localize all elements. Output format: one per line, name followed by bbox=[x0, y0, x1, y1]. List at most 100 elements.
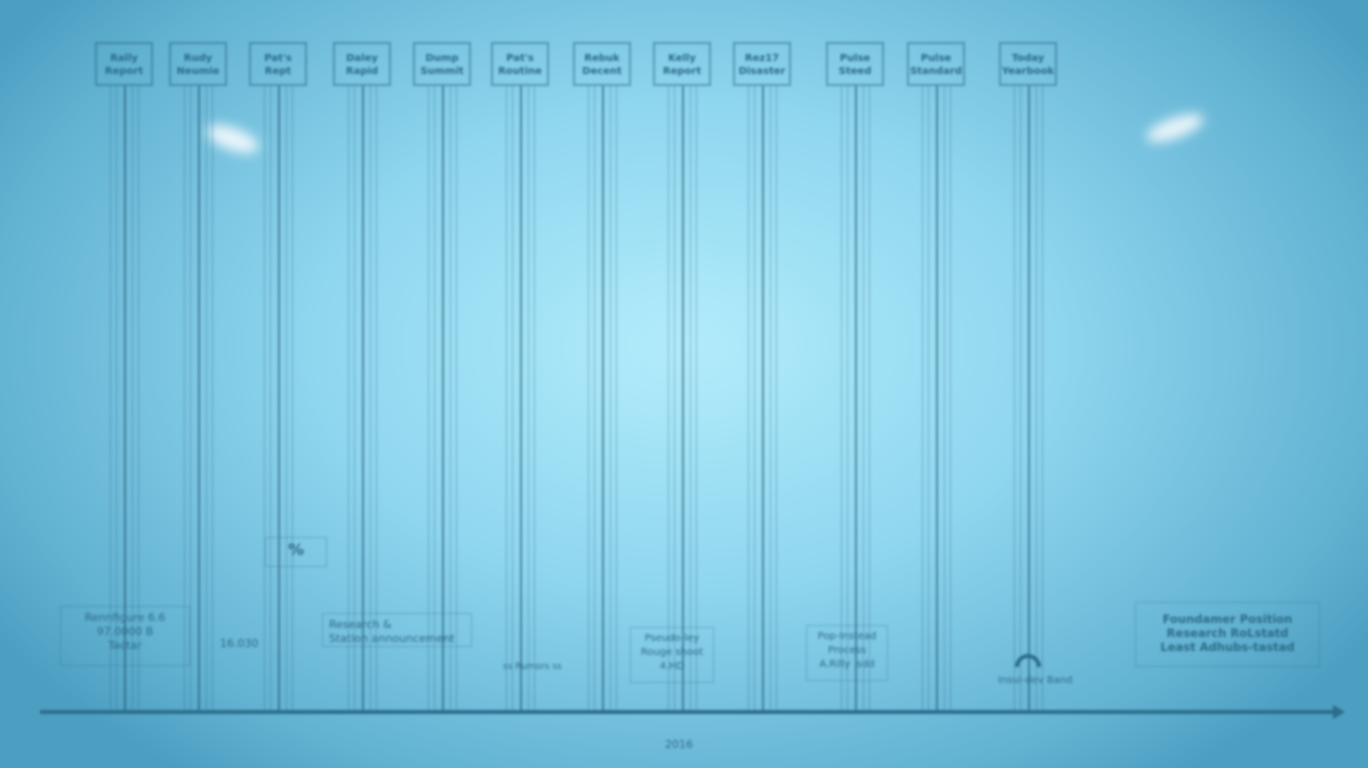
guide-line bbox=[184, 86, 185, 710]
guide-line bbox=[1014, 86, 1015, 710]
note-text: 97.0000 B bbox=[96, 625, 154, 638]
event-box: Rally Report bbox=[95, 42, 153, 86]
guide-line bbox=[376, 86, 377, 710]
guide-line bbox=[512, 86, 513, 710]
event-line bbox=[602, 86, 604, 710]
guide-line bbox=[841, 86, 842, 710]
guide-line bbox=[950, 86, 951, 710]
note-text: Least Adhubs-tastad bbox=[1160, 640, 1295, 654]
event-label: Yearbook bbox=[1001, 66, 1055, 77]
event-label: Rept bbox=[264, 66, 292, 77]
guide-line bbox=[428, 86, 429, 710]
event-label: Rez17 bbox=[744, 53, 780, 64]
guide-line bbox=[776, 86, 777, 710]
guide-line bbox=[754, 86, 755, 710]
guide-line bbox=[1042, 86, 1043, 710]
event-label: Kelly bbox=[668, 53, 696, 64]
event-label: Today bbox=[1011, 53, 1045, 64]
event-label: Rebuk bbox=[584, 53, 620, 64]
guide-line bbox=[212, 86, 213, 710]
note-box: Pop-Instead Process A.Rilly .sdd bbox=[806, 625, 888, 681]
guide-line bbox=[668, 86, 669, 710]
event-box: Pulse Standard bbox=[907, 42, 965, 86]
event-box: Rudy Neumie bbox=[169, 42, 227, 86]
guide-line bbox=[928, 86, 929, 710]
guide-line bbox=[286, 86, 287, 710]
guide-line bbox=[434, 86, 435, 710]
note-text: Research & bbox=[329, 618, 392, 631]
note-box: Pseudo-ley Rouge shoot 4.HD bbox=[630, 627, 714, 683]
guide-line bbox=[206, 86, 207, 710]
guide-line bbox=[696, 86, 697, 710]
event-box: Rez17 Disaster bbox=[733, 42, 791, 86]
guide-line bbox=[110, 86, 111, 710]
guide-line bbox=[292, 86, 293, 710]
event-box: Dump Summit bbox=[413, 42, 471, 86]
event-label: Pulse bbox=[920, 53, 952, 64]
note-box: % bbox=[265, 537, 327, 567]
note-text: Process bbox=[828, 645, 866, 656]
guide-line bbox=[690, 86, 691, 710]
event-line bbox=[442, 86, 444, 710]
event-box: Today Yearbook bbox=[999, 42, 1057, 86]
event-label: Neumie bbox=[176, 66, 220, 77]
note-box: Research & Station announcement bbox=[322, 613, 472, 647]
guide-line bbox=[534, 86, 535, 710]
event-label: Standard bbox=[910, 66, 962, 77]
guide-line bbox=[588, 86, 589, 710]
guide-line bbox=[869, 86, 870, 710]
arc-icon bbox=[1015, 654, 1041, 667]
guide-line bbox=[610, 86, 611, 710]
event-label: Disaster bbox=[738, 66, 786, 77]
event-label: Steed bbox=[838, 66, 872, 77]
event-line bbox=[1028, 86, 1030, 710]
guide-line bbox=[847, 86, 848, 710]
event-label: Rudy bbox=[183, 53, 213, 64]
event-box: Pulse Steed bbox=[826, 42, 884, 86]
event-line bbox=[198, 86, 200, 710]
event-label: Rapid bbox=[345, 66, 379, 77]
note-text: Tactar bbox=[108, 639, 142, 652]
guide-line bbox=[138, 86, 139, 710]
guide-line bbox=[944, 86, 945, 710]
note-box: Foundamer Position Research RoLstatd Lea… bbox=[1135, 602, 1320, 667]
event-box: Pat's Rept bbox=[249, 42, 307, 86]
event-label: Routine bbox=[498, 66, 542, 77]
event-box: Rebuk Decent bbox=[573, 42, 631, 86]
note-text: Insul-dev Band bbox=[998, 675, 1073, 686]
note-text: A.Rilly .sdd bbox=[819, 659, 875, 670]
note-text: ss Rumors ss bbox=[503, 662, 562, 672]
event-label: Decent bbox=[582, 66, 622, 77]
guide-line bbox=[594, 86, 595, 710]
guide-line bbox=[922, 86, 923, 710]
guide-line bbox=[132, 86, 133, 710]
event-label: Rally bbox=[110, 53, 138, 64]
note-text: 4.HD bbox=[659, 661, 685, 672]
note-text: Pseudo-ley bbox=[644, 633, 700, 644]
event-label: Daley bbox=[346, 53, 378, 64]
guide-line bbox=[1036, 86, 1037, 710]
guide-line bbox=[190, 86, 191, 710]
note-text: Foundamer Position bbox=[1162, 612, 1293, 626]
note-text: Research RoLstatd bbox=[1166, 626, 1289, 640]
event-label: Summit bbox=[420, 66, 464, 77]
event-line bbox=[855, 86, 857, 710]
guide-line bbox=[270, 86, 271, 710]
guide-line bbox=[748, 86, 749, 710]
guide-line bbox=[1020, 86, 1021, 710]
event-label: Report bbox=[104, 66, 144, 77]
event-label: Pat's bbox=[264, 53, 292, 64]
event-line bbox=[936, 86, 938, 710]
event-line bbox=[124, 86, 126, 710]
event-line bbox=[762, 86, 764, 710]
guide-line bbox=[616, 86, 617, 710]
note-text: Rouge shoot bbox=[640, 647, 704, 658]
guide-line bbox=[348, 86, 349, 710]
event-box: Pat's Routine bbox=[491, 42, 549, 86]
event-line bbox=[682, 86, 684, 710]
note-box: Rennfigure 6.6 97.0000 B Tactar bbox=[60, 606, 190, 666]
event-box: Kelly Report bbox=[653, 42, 711, 86]
note-text: Pop-Instead bbox=[817, 631, 877, 642]
guide-line bbox=[528, 86, 529, 710]
